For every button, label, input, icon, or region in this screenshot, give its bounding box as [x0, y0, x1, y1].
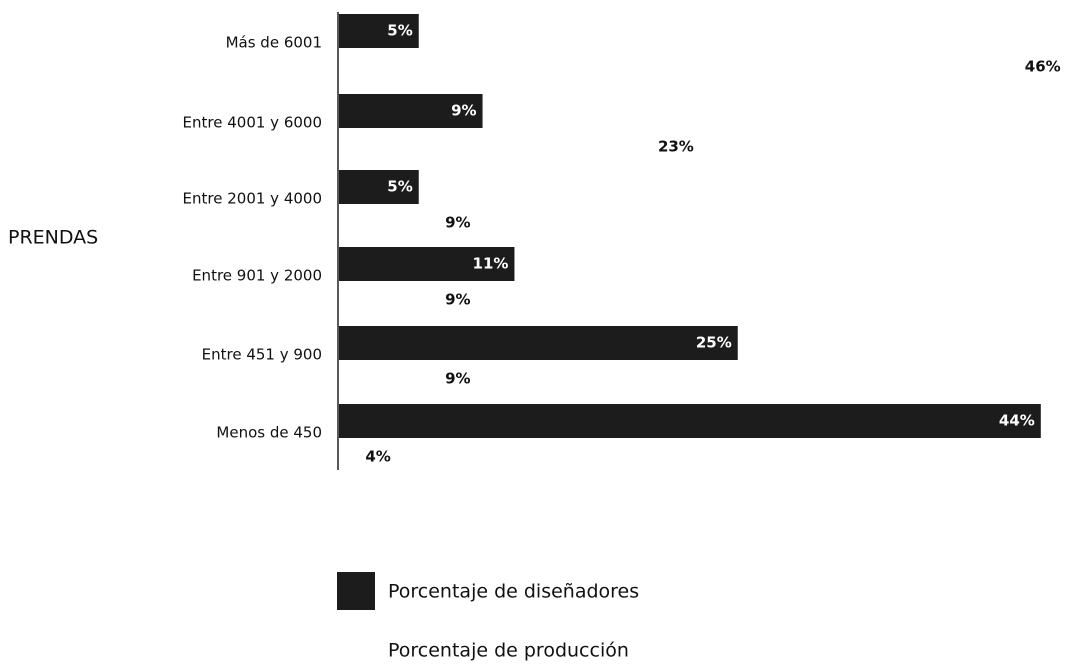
bar — [339, 170, 419, 204]
category-label: Entre 2001 y 4000 — [183, 190, 322, 208]
bar — [339, 53, 1068, 87]
value-label: 25% — [696, 334, 732, 352]
category-label: Entre 451 y 900 — [202, 346, 322, 364]
y-axis-label: PRENDAS — [8, 227, 98, 249]
bar — [339, 209, 483, 243]
bar — [339, 404, 1041, 438]
bar — [339, 133, 706, 167]
value-label: 9% — [445, 214, 470, 232]
value-label: 46% — [1025, 58, 1061, 76]
category-label: Entre 901 y 2000 — [192, 267, 322, 285]
bar — [339, 326, 738, 360]
legend-swatch — [337, 572, 375, 610]
legend-swatch — [337, 631, 375, 664]
category-label: Menos de 450 — [216, 424, 322, 442]
bar — [339, 286, 483, 320]
value-label: 9% — [445, 370, 470, 388]
value-label: 5% — [387, 22, 412, 40]
bar — [339, 247, 515, 281]
value-label: 4% — [365, 448, 390, 466]
bar — [339, 443, 403, 477]
category-label: Más de 6001 — [226, 34, 322, 52]
value-label: 11% — [473, 255, 509, 273]
category-label: Entre 4001 y 6000 — [183, 114, 322, 132]
value-label: 9% — [445, 291, 470, 309]
value-label: 44% — [999, 412, 1035, 430]
bar — [339, 94, 483, 128]
value-label: 9% — [451, 102, 476, 120]
bar — [339, 14, 419, 48]
value-label: 5% — [387, 178, 412, 196]
bar — [339, 365, 483, 399]
legend-label: Porcentaje de producción — [388, 640, 629, 662]
legend-label: Porcentaje de diseñadores — [388, 581, 639, 603]
value-label: 23% — [658, 138, 694, 156]
